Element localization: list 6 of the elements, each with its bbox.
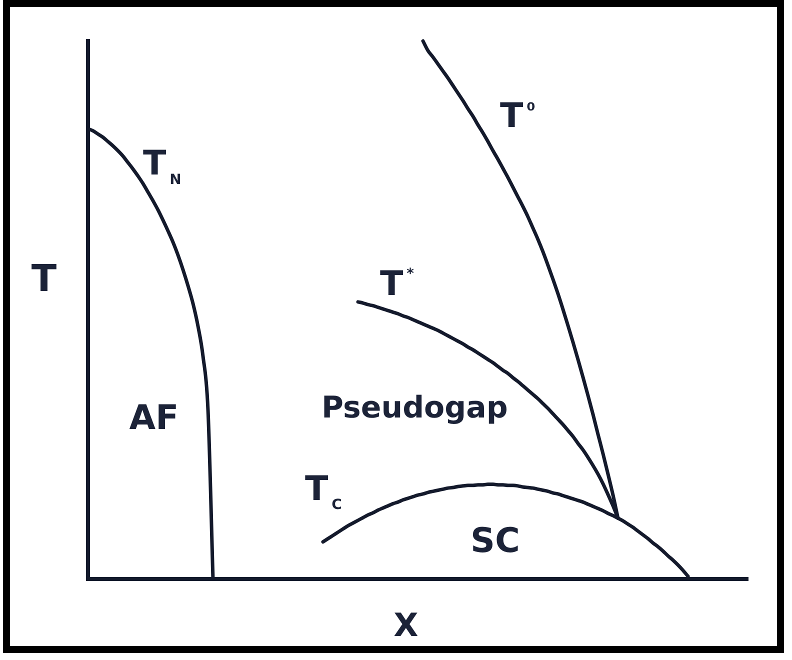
annotation: AF [129,398,179,438]
x-axis-title: X [394,606,419,644]
annotation: SC [470,521,520,562]
y-axis-title: T [31,257,58,300]
series-label: T* [380,264,415,304]
annotation: Pseudogap [322,390,508,426]
